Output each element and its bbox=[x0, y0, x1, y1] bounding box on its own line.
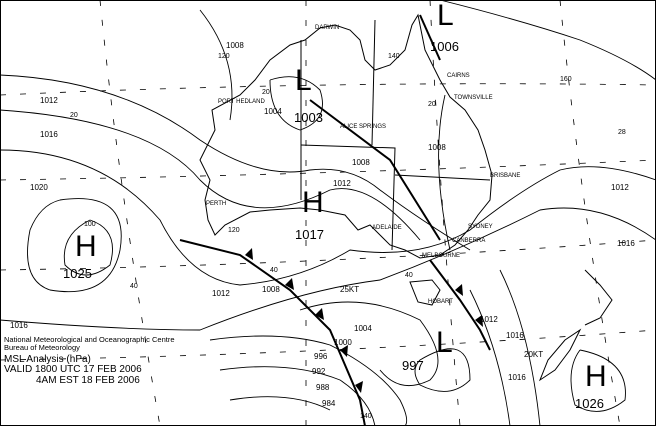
cold-front bbox=[179, 239, 491, 426]
city-port-hedland: PORT HEDLAND bbox=[218, 99, 265, 105]
org-name: National Meteorological and Oceanographi… bbox=[4, 335, 175, 344]
city-townsville: TOWNSVILLE bbox=[454, 95, 493, 101]
longitude-label: 120 bbox=[218, 53, 230, 60]
city-melbourne: MELBOURNE bbox=[422, 253, 460, 259]
longitude-label: 100 bbox=[84, 221, 96, 228]
isobar-labels: 1008 1004 1012 1016 1020 1008 1012 1008 … bbox=[10, 41, 635, 408]
title-block: National Meteorological and Oceanographi… bbox=[4, 336, 175, 386]
isobar-label: 1000 bbox=[334, 338, 352, 347]
latitude-label: 20 bbox=[428, 101, 436, 108]
isobar-label: 984 bbox=[322, 399, 336, 408]
low-centre-value: 997 bbox=[402, 358, 424, 373]
isobar-label: 988 bbox=[316, 383, 330, 392]
pressure-centres: L 1006 L 1003 H 1017 H 1025 L 997 H 1026 bbox=[63, 0, 607, 411]
longitude-label: 140 bbox=[388, 53, 400, 60]
latitude-label: 20 bbox=[70, 112, 78, 119]
latitude-label: 40 bbox=[130, 283, 138, 290]
isobar-label: 1016 bbox=[617, 239, 635, 248]
australia-coastline bbox=[199, 13, 493, 259]
trough-lines bbox=[309, 14, 441, 241]
isobar-label: 1020 bbox=[30, 183, 48, 192]
low-centre-symbol: L bbox=[295, 64, 312, 97]
isobar-label: 1008 bbox=[226, 41, 244, 50]
isobar-label: 1016 bbox=[506, 331, 524, 340]
longitude-label: 120 bbox=[228, 227, 240, 234]
latitude-label: 28 bbox=[618, 129, 626, 136]
low-centre-symbol: L bbox=[436, 326, 453, 359]
grid-labels: 120 140 160 20 20 20 28 40 40 40 120 140… bbox=[70, 53, 626, 420]
isobar-label: 992 bbox=[312, 367, 326, 376]
city-brisbane: BRISBANE bbox=[490, 173, 520, 179]
latitude-label: 40 bbox=[270, 267, 278, 274]
high-centre-value: 1026 bbox=[575, 396, 604, 411]
valid-time-local: 4AM EST 18 FEB 2006 bbox=[36, 374, 140, 386]
new-zealand-coastline bbox=[538, 269, 613, 382]
latitude-label: 20 bbox=[262, 89, 270, 96]
low-centre-value: 1006 bbox=[430, 39, 459, 54]
high-centre-symbol: H bbox=[75, 230, 97, 263]
city-perth: PERTH bbox=[206, 201, 226, 207]
city-alice-springs: ALICE SPRINGS bbox=[340, 124, 386, 130]
isobar-label: 1004 bbox=[264, 107, 282, 116]
city-darwin: DARWIN bbox=[315, 25, 339, 31]
isobar-label: 1012 bbox=[212, 289, 230, 298]
isobar-label: 1016 bbox=[508, 373, 526, 382]
city-cairns: CAIRNS bbox=[447, 73, 470, 79]
isobar-label: 1008 bbox=[428, 143, 446, 152]
isobar-label: 1016 bbox=[10, 321, 28, 330]
isobar-label: 1004 bbox=[354, 324, 372, 333]
isobar-label: 1008 bbox=[262, 285, 280, 294]
city-labels: DARWIN PORT HEDLAND ALICE SPRINGS CAIRNS… bbox=[206, 25, 520, 305]
isobar-label: 1016 bbox=[40, 130, 58, 139]
city-hobart: HOBART bbox=[428, 299, 453, 305]
longitude-label: 140 bbox=[360, 413, 372, 420]
city-canberra: CANBERRA bbox=[452, 238, 485, 244]
city-adelaide: ADELAIDE bbox=[372, 225, 402, 231]
low-centre-symbol: L bbox=[437, 0, 454, 32]
high-centre-value: 1025 bbox=[63, 266, 92, 281]
latitude-label: 40 bbox=[405, 272, 413, 279]
wind-label: 20KT bbox=[524, 350, 543, 359]
isobar-label: 1008 bbox=[352, 158, 370, 167]
high-centre-symbol: H bbox=[302, 186, 324, 219]
wind-label: 25KT bbox=[340, 285, 359, 294]
high-centre-value: 1017 bbox=[295, 227, 324, 242]
product-name: MSL Analysis (hPa) bbox=[4, 353, 91, 365]
isobar-label: 1012 bbox=[611, 183, 629, 192]
isobar-label: 996 bbox=[314, 352, 328, 361]
valid-time-utc: VALID 1800 UTC 17 FEB 2006 bbox=[4, 364, 142, 376]
state-borders bbox=[300, 19, 491, 251]
isobar-label: 1012 bbox=[480, 315, 498, 324]
longitude-label: 160 bbox=[560, 76, 572, 83]
org-bureau: Bureau of Meteorology bbox=[4, 342, 80, 352]
tasmania-coastline bbox=[409, 279, 441, 306]
city-sydney: SYDNEY bbox=[468, 224, 493, 230]
isobar-label: 1012 bbox=[333, 179, 351, 188]
low-centre-value: 1003 bbox=[294, 110, 323, 125]
high-centre-symbol: H bbox=[585, 360, 607, 393]
isobar-label: 1012 bbox=[40, 96, 58, 105]
